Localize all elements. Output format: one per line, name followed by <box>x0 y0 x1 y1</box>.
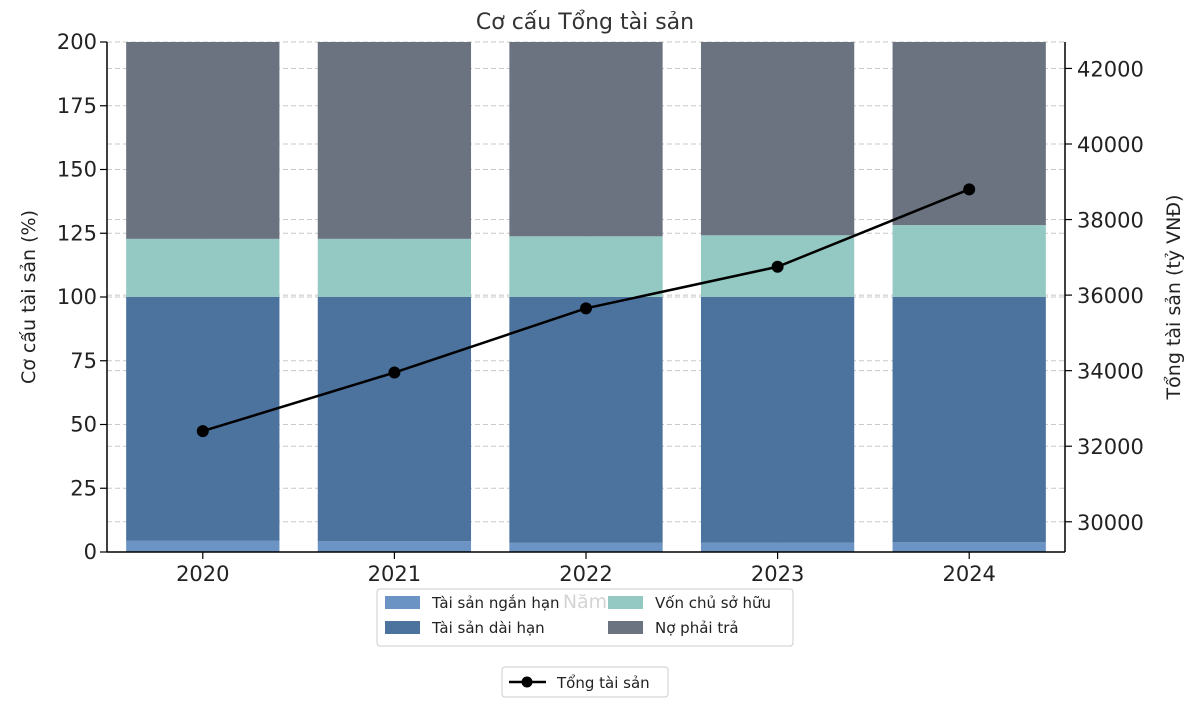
legend-line-label: Tổng tài sản <box>556 674 650 692</box>
legend-label: Vốn chủ sở hữu <box>655 594 771 612</box>
bar-equity <box>509 236 663 297</box>
legend-swatch <box>385 596 420 609</box>
total-assets-point <box>388 366 401 379</box>
legend-line-box <box>501 666 669 698</box>
total-assets-line <box>196 183 976 438</box>
bar-liabilities <box>126 42 280 239</box>
bar-long-term-assets <box>126 297 280 541</box>
bar-short-term-assets <box>317 541 472 552</box>
total-assets-point <box>963 183 976 196</box>
legend-label: Nợ phải trả <box>655 619 739 637</box>
y-tick-label: 200 <box>57 30 97 54</box>
legend-line: Tổng tài sản <box>501 666 669 698</box>
y2-tick-label: 32000 <box>1077 435 1144 459</box>
bar-liabilities <box>892 42 1046 226</box>
total-assets-point <box>771 260 784 273</box>
bar-long-term-assets <box>509 297 663 543</box>
y-tick-label: 125 <box>57 221 97 245</box>
legend-bars-box <box>376 588 794 647</box>
x-tick-label: 2023 <box>751 562 804 586</box>
bar-short-term-assets <box>892 542 1046 552</box>
y2-tick-label: 38000 <box>1077 209 1144 233</box>
y2-axis-label: Tổng tài sản (tỷ VNĐ) <box>1163 195 1185 401</box>
total-assets-point <box>580 302 592 315</box>
chart-title: Cơ cấu Tổng tài sản <box>476 10 694 35</box>
bar-long-term-assets <box>317 297 472 542</box>
bar-long-term-assets <box>892 297 1046 543</box>
legend-bars: Tài sản ngắn hạn Tài sản dài hạn Vốn chủ s… <box>376 588 794 647</box>
y2-tick-label: 42000 <box>1077 57 1144 81</box>
y-tick-label: 25 <box>70 476 97 500</box>
x-tick-label: 2020 <box>176 562 229 586</box>
legend-swatch <box>608 621 643 634</box>
bar-liabilities <box>700 42 855 236</box>
bar-long-term-assets <box>700 297 855 543</box>
y-tick-label: 150 <box>57 158 97 182</box>
y-axis-label: Cơ cấu tài sản (%) <box>18 210 40 384</box>
y-tick-label: 50 <box>70 413 97 437</box>
legend-swatch <box>385 621 420 634</box>
bar-short-term-assets <box>509 542 663 552</box>
y-tick-label: 100 <box>57 285 97 309</box>
y2-tick-label: 30000 <box>1077 511 1144 535</box>
legend-swatch <box>608 596 643 609</box>
x-tick-label: 2022 <box>559 562 612 586</box>
bar-equity <box>317 238 472 297</box>
y2-tick-label: 40000 <box>1077 133 1144 157</box>
y-tick-label: 0 <box>84 540 97 564</box>
bar-liabilities <box>509 42 663 237</box>
tick-labels: 0 25 50 75 100 125 150 175 200 30000 32000 34000 360… <box>57 30 1144 586</box>
legend-label: Tài sản ngắn hạn <box>431 594 560 612</box>
x-tick-label: 2024 <box>942 562 995 586</box>
x-axis-label: Năm <box>563 591 607 613</box>
y2-tick-label: 34000 <box>1077 360 1144 384</box>
legend-line-marker <box>521 676 533 688</box>
bar-short-term-assets <box>700 542 855 552</box>
y2-tick-label: 36000 <box>1077 284 1144 308</box>
legend-label: Tài sản dài hạn <box>431 619 545 637</box>
bars <box>126 42 1046 552</box>
y-tick-label: 175 <box>57 94 97 118</box>
total-assets-point <box>196 425 209 438</box>
bar-equity <box>892 225 1046 297</box>
bar-short-term-assets <box>126 540 280 552</box>
y-tick-label: 75 <box>70 349 97 373</box>
bar-equity <box>126 238 280 297</box>
bar-liabilities <box>317 42 472 239</box>
x-tick-label: 2021 <box>368 562 421 586</box>
